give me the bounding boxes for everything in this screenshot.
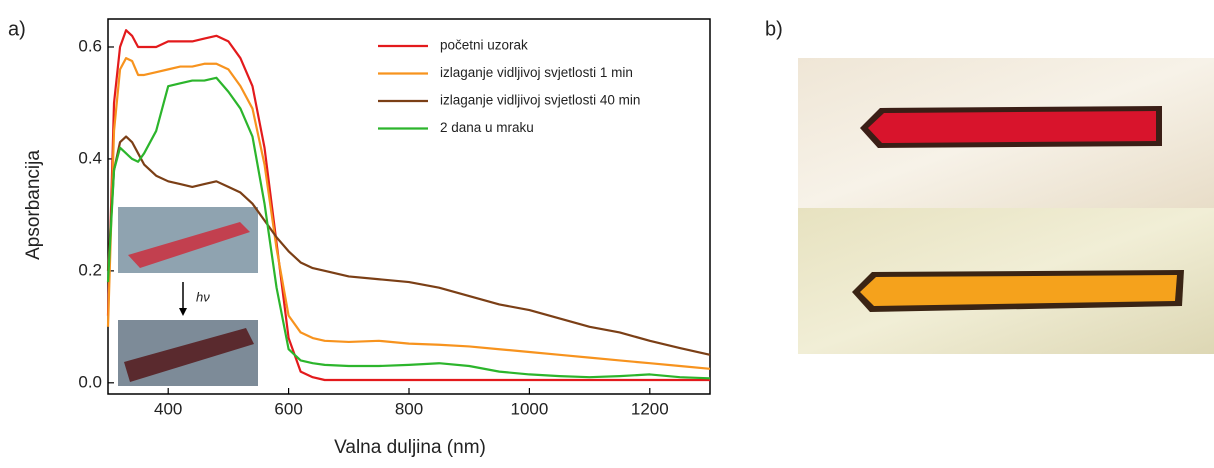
x-tick-label: 1200 — [631, 399, 669, 418]
panel-label: a) — [8, 18, 26, 40]
y-tick-label: 0.6 — [78, 36, 102, 55]
data-line — [106, 135, 711, 356]
x-tick-label: 1000 — [510, 399, 548, 418]
annotation: hν — [196, 289, 210, 304]
y-tick-label: 0.2 — [78, 260, 102, 279]
x-tick-label: 400 — [154, 399, 182, 418]
panel-label: b) — [765, 18, 783, 40]
inset-photos — [118, 207, 258, 386]
legend-label: 2 dana u mraku — [440, 120, 534, 135]
data-line — [106, 76, 711, 380]
y-axis-label: Apsorbancija — [23, 150, 44, 260]
x-tick-label: 800 — [395, 399, 423, 418]
y-tick-label: 0.4 — [78, 148, 102, 167]
data-line — [106, 57, 711, 370]
legend-label: izlaganje vidljivoj svjetlosti 1 min — [440, 65, 633, 80]
y-tick-label: 0.0 — [78, 372, 102, 391]
crystal-photos — [798, 58, 1214, 354]
x-axis-label: Valna duljina (nm) — [334, 437, 486, 458]
x-tick-label: 600 — [274, 399, 302, 418]
legend-label: izlaganje vidljivoj svjetlosti 40 min — [440, 93, 640, 108]
legend-label: početni uzorak — [440, 38, 528, 53]
